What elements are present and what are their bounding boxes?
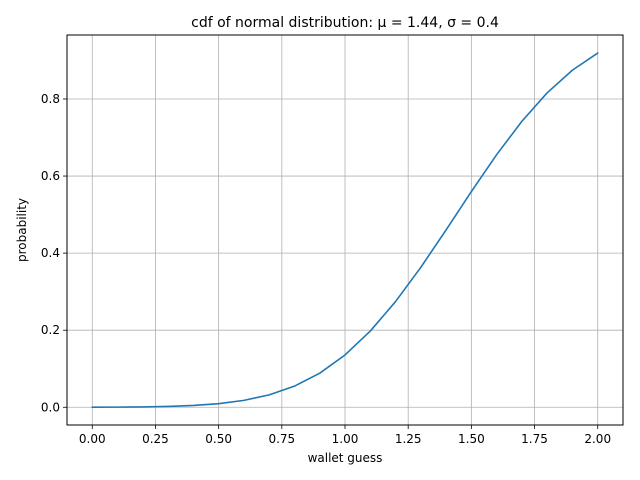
y-axis-label: probability — [15, 198, 29, 262]
y-axis: 0.0 0.2 0.4 0.6 0.8 — [41, 92, 67, 414]
x-axis: 0.00 0.25 0.50 0.75 1.00 1.25 1.50 1.75 2.00 — [79, 425, 611, 446]
x-tick-label: 1.50 — [458, 432, 485, 446]
y-tick-label: 0.0 — [41, 400, 60, 414]
x-tick-label: 0.00 — [79, 432, 106, 446]
x-tick-label: 0.75 — [268, 432, 295, 446]
x-tick-label: 1.00 — [332, 432, 359, 446]
y-tick-label: 0.2 — [41, 323, 60, 337]
cdf-line — [91, 52, 599, 409]
x-tick-label: 1.75 — [521, 432, 548, 446]
y-tick-label: 0.6 — [41, 169, 60, 183]
x-tick-label: 1.25 — [395, 432, 422, 446]
grid — [67, 35, 623, 425]
chart-title: cdf of normal distribution: μ = 1.44, σ … — [191, 15, 499, 31]
y-tick-label: 0.8 — [41, 92, 60, 106]
x-tick-label: 2.00 — [584, 432, 611, 446]
y-tick-label: 0.4 — [41, 246, 60, 260]
x-tick-label: 0.50 — [205, 432, 232, 446]
x-tick-label: 0.25 — [142, 432, 169, 446]
series-layer — [91, 52, 599, 409]
x-axis-label: wallet guess — [308, 451, 383, 465]
